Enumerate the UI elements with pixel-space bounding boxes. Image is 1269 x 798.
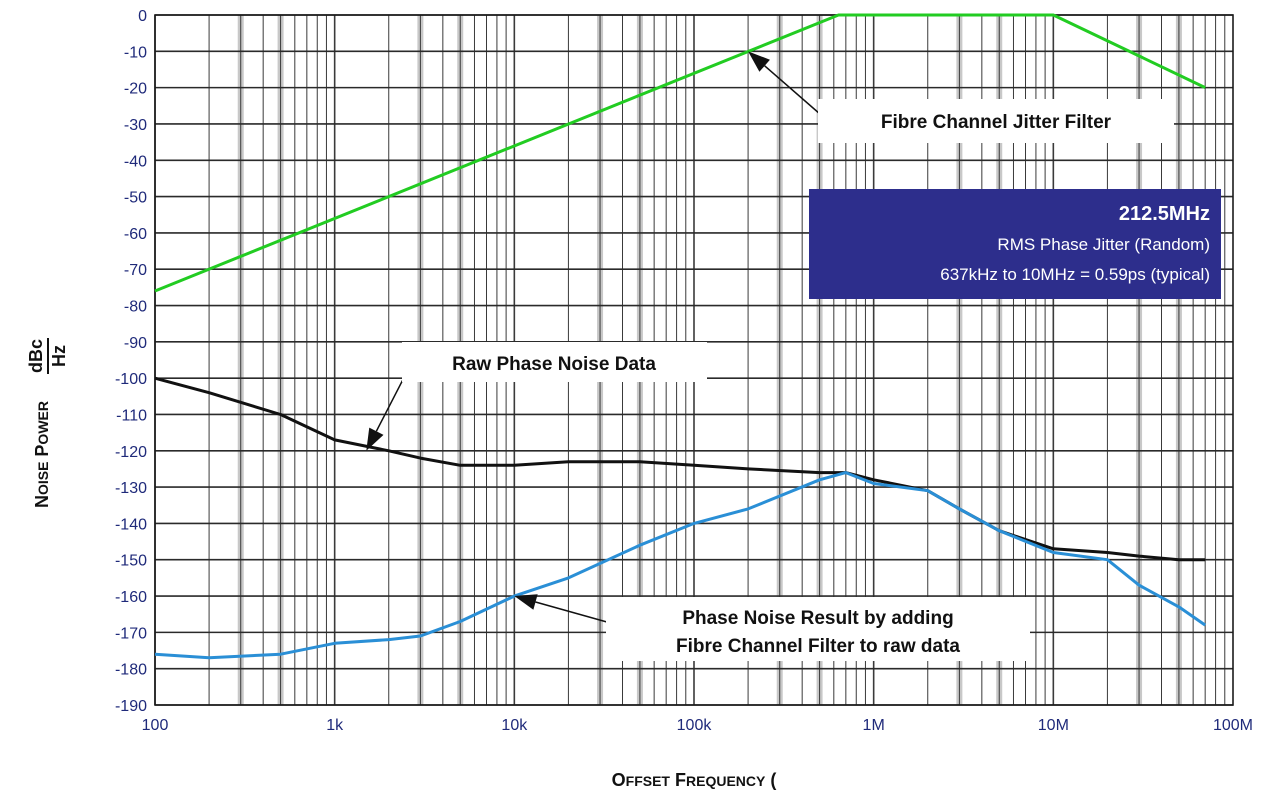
y-axis-label: NOISE POWER dBc Hz <box>26 338 69 508</box>
y-tick-label: -170 <box>115 625 147 642</box>
x-tick-label: 100M <box>1213 717 1253 734</box>
annotation-text: Raw Phase Noise Data <box>452 354 656 375</box>
y-tick-label: -110 <box>116 407 147 424</box>
y-tick-label: -40 <box>124 153 147 170</box>
series-line <box>154 471 1207 660</box>
y-tick-label: -160 <box>115 589 147 606</box>
y-tick-label: -10 <box>124 44 147 61</box>
y-tick-label: -130 <box>115 480 147 497</box>
x-axis-label: OFFSET FREQUENCY ( <box>612 770 777 790</box>
x-tick-label: 1k <box>326 717 344 734</box>
y-tick-label: -180 <box>115 662 147 679</box>
series-line <box>154 13 1206 293</box>
annotation-arrow-head <box>514 594 538 610</box>
y-tick-label: -70 <box>124 262 147 279</box>
annotation-text: Phase Noise Result by adding <box>682 608 953 629</box>
annotation-arrow-line <box>764 65 829 122</box>
plot-frame <box>154 14 1234 706</box>
y-tick-label: -60 <box>124 226 147 243</box>
annotation-arrow-head <box>748 51 770 72</box>
annotation-text: Fibre Channel Jitter Filter <box>881 112 1112 133</box>
annotation-text: Fibre Channel Filter to raw data <box>676 636 960 657</box>
info-box-line-1: RMS Phase Jitter (Random) <box>997 235 1210 254</box>
series-group <box>154 13 1207 660</box>
y-axis-unit-denominator: Hz <box>49 345 69 367</box>
x-tick-label: 10M <box>1038 717 1069 734</box>
y-tick-label: -20 <box>124 81 147 98</box>
y-tick-label: -120 <box>115 444 147 461</box>
annotation-box <box>402 342 707 382</box>
y-axis-unit-numerator: dBc <box>26 339 46 373</box>
series-line <box>154 376 1206 562</box>
info-box-background <box>809 189 1221 299</box>
y-tick-label: -140 <box>115 516 147 533</box>
y-tick-label: -30 <box>124 117 147 134</box>
info-box-line-2: 637kHz to 10MHz = 0.59ps (typical) <box>940 265 1210 284</box>
x-tick-label: 100k <box>677 717 713 734</box>
annotation-box <box>818 99 1174 143</box>
x-tick-label: 100 <box>142 717 169 734</box>
y-tick-label: 0 <box>138 8 147 25</box>
y-tick-label: -100 <box>115 371 147 388</box>
y-tick-label: -190 <box>115 698 147 715</box>
y-tick-label: -90 <box>124 335 147 352</box>
annotation-arrow-head <box>366 427 384 451</box>
x-tick-label: 1M <box>863 717 885 734</box>
y-tick-label: -50 <box>124 190 147 207</box>
x-tick-label: 10k <box>501 717 528 734</box>
svg-text:NOISE POWER: NOISE POWER <box>32 401 52 508</box>
annotation-arrow-line <box>535 601 615 625</box>
annotations: Fibre Channel Jitter Filter Raw Phase Noi… <box>366 51 1174 661</box>
info-box-title: 212.5MHz <box>1119 203 1210 225</box>
info-box: 212.5MHz RMS Phase Jitter (Random) 637kH… <box>809 189 1221 299</box>
tick-labels: 0 -10 -20 -30 -40 -50 -60 -70 -80 -90 -100 -110 -120… <box>115 8 1253 734</box>
annotation-box <box>606 597 1030 661</box>
y-tick-label: -150 <box>115 553 147 570</box>
plot-border <box>154 14 1234 706</box>
y-tick-label: -80 <box>124 299 147 316</box>
